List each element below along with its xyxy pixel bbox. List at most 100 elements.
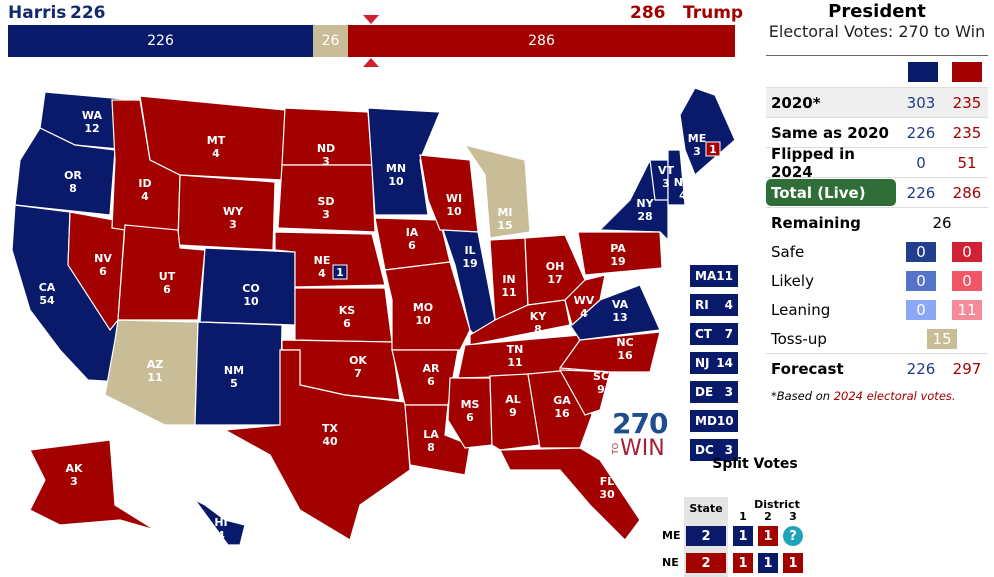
state-label-abbr: MN — [386, 162, 406, 175]
state-label-abbr: GA — [553, 394, 571, 407]
state-label-abbr: HI — [214, 516, 227, 529]
rep-value: 235 — [952, 93, 982, 112]
state-label-abbr: KS — [339, 304, 356, 317]
state-me[interactable] — [679, 87, 736, 177]
state-mn[interactable] — [367, 107, 441, 216]
state-wv[interactable] — [564, 274, 606, 327]
forecast-label: Forecast — [771, 359, 844, 378]
state-hi[interactable] — [194, 499, 246, 546]
district-badge-me[interactable] — [705, 141, 721, 157]
state-label-abbr: CA — [39, 281, 56, 294]
state-al[interactable] — [489, 373, 541, 451]
state-label-abbr: NM — [224, 364, 244, 377]
split-district-box[interactable]: 1 — [758, 553, 778, 573]
remaining-row: Remaining 26 — [766, 207, 988, 237]
split-state-box[interactable]: 2 — [686, 526, 726, 546]
state-label-ev: 16 — [617, 349, 633, 362]
district-number: 3 — [789, 510, 797, 523]
small-state-ma[interactable]: MA 11 — [690, 265, 738, 287]
dem-value: 303 — [906, 93, 936, 112]
state-label-abbr: AL — [505, 393, 521, 406]
row-label: Same as 2020 — [771, 123, 889, 142]
state-label-abbr: IA — [406, 226, 419, 239]
state-wa[interactable] — [39, 91, 136, 151]
state-mo[interactable] — [384, 261, 471, 351]
small-state-ev: 4 — [724, 298, 733, 312]
state-label-ev: 3 — [662, 177, 670, 190]
small-state-abbr: CT — [695, 327, 712, 341]
state-ak[interactable] — [29, 439, 156, 531]
state-label-abbr: PA — [610, 242, 626, 255]
state-label-abbr: AK — [65, 462, 83, 475]
split-district-box[interactable]: ? — [783, 526, 803, 546]
dem-bar: 226 — [8, 25, 313, 57]
small-state-abbr: MA — [695, 269, 717, 283]
state-sc[interactable] — [558, 369, 611, 416]
state-label-abbr: OR — [64, 169, 82, 182]
logo-win: WIN — [620, 436, 665, 461]
small-state-ri[interactable]: RI 4 — [690, 294, 738, 316]
split-district-box[interactable]: 1 — [733, 526, 753, 546]
row-label[interactable]: Total (Live) — [766, 179, 896, 206]
rating-label: Leaning — [771, 300, 831, 319]
state-label-ev: 11 — [147, 371, 162, 384]
split-district-box[interactable]: 1 — [733, 553, 753, 573]
tossup-label: Toss-up — [771, 329, 827, 348]
split-district-box[interactable]: 1 — [783, 553, 803, 573]
state-mt[interactable] — [139, 95, 286, 181]
state-label-ev: 19 — [610, 255, 625, 268]
state-mi[interactable] — [463, 144, 531, 239]
state-label-ev: 9 — [509, 406, 517, 419]
state-tx[interactable] — [223, 349, 411, 541]
panel-subtitle: Electoral Votes: 270 to Win — [768, 22, 986, 41]
state-label-abbr: UT — [159, 270, 176, 283]
state-nc[interactable] — [558, 331, 661, 373]
split-district-box[interactable]: 1 — [758, 526, 778, 546]
small-state-nj[interactable]: NJ 14 — [690, 352, 738, 374]
state-ar[interactable] — [391, 349, 459, 406]
state-sd[interactable] — [277, 164, 376, 233]
state-label-ev: 11 — [501, 286, 516, 299]
state-label-ev: 4 — [212, 147, 220, 160]
small-state-abbr: DC — [695, 443, 714, 457]
split-title: Split Votes — [712, 456, 798, 472]
split-state-box[interactable]: 2 — [686, 553, 726, 573]
remaining-label: Remaining — [771, 213, 861, 232]
rep-value: 286 — [952, 183, 982, 202]
state-label-ev: 5 — [230, 377, 238, 390]
state-label-abbr: TN — [507, 343, 524, 356]
state-label-ev: 3 — [70, 475, 78, 488]
state-ms[interactable] — [447, 377, 493, 449]
state-label-ev: 10 — [243, 295, 259, 308]
state-label-abbr: MS — [461, 398, 480, 411]
state-label-ev: 6 — [408, 239, 416, 252]
small-state-ct[interactable]: CT 7 — [690, 323, 738, 345]
row-3: Total (Live) 226 286 — [766, 177, 988, 207]
small-state-dc[interactable]: DC 3 — [690, 439, 738, 461]
rep-swatch — [952, 61, 982, 82]
state-label-abbr: ID — [138, 177, 151, 190]
state-label-abbr: OK — [349, 354, 367, 367]
state-label-ev: 8 — [427, 441, 435, 454]
small-state-md[interactable]: MD 10 — [690, 410, 738, 432]
state-wy[interactable] — [177, 174, 276, 251]
state-label-ev: 54 — [39, 294, 55, 307]
harris-ev: 226 — [70, 3, 106, 23]
district-badge-ne[interactable] — [332, 264, 348, 280]
state-ne[interactable] — [274, 231, 386, 288]
state-fl[interactable] — [499, 447, 641, 541]
state-or[interactable] — [14, 127, 116, 216]
small-state-de[interactable]: DE 3 — [690, 381, 738, 403]
state-label-ev: 6 — [343, 317, 351, 330]
rating-label: Likely — [771, 271, 814, 290]
state-pa[interactable] — [577, 231, 663, 276]
logo-270: 270 — [612, 407, 668, 440]
forecast-rep: 297 — [952, 359, 982, 378]
dem-value: 0 — [916, 153, 926, 172]
state-label-abbr: WY — [223, 205, 244, 218]
footnote-link[interactable]: 2024 electoral votes. — [833, 389, 956, 403]
state-nh[interactable] — [667, 149, 686, 206]
rating-label: Safe — [771, 242, 805, 261]
state-label-abbr: KY — [530, 310, 548, 323]
